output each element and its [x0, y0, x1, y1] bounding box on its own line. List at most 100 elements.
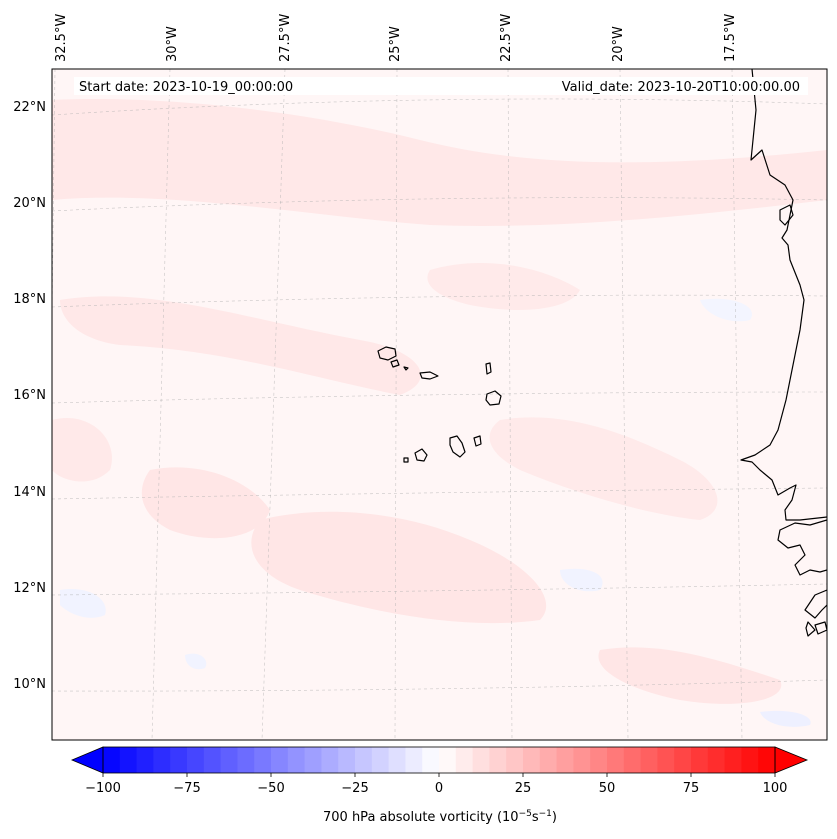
colorbar-segment [338, 747, 356, 773]
colorbar-segment [455, 747, 474, 773]
vorticity-patch [52, 99, 827, 226]
longitude-label: 20°W [611, 26, 626, 62]
island-santiago [449, 435, 466, 458]
island-sal [485, 362, 492, 375]
africa-coastline [779, 204, 794, 226]
colorbar-segment [640, 747, 658, 773]
latitude-label: 20°N [13, 196, 46, 211]
colorbar-segment [287, 747, 306, 773]
start-date-annotation: Start date: 2023-10-19_00:00:00 [79, 80, 293, 95]
latitude-label: 18°N [13, 292, 46, 307]
longitude-label: 32.5°W [54, 14, 69, 62]
vorticity-patch [598, 647, 782, 704]
colorbar-segment [607, 747, 625, 773]
colorbar-segment [623, 747, 642, 773]
colorbar-segment [136, 747, 154, 773]
longitude-label: 17.5°W [723, 14, 738, 62]
colorbar-tick-label: 25 [515, 781, 532, 796]
colorbar-tick-label: −50 [257, 781, 284, 796]
colorbar-segment [187, 747, 205, 773]
vorticity-patch [760, 710, 811, 727]
colorbar-segment [523, 747, 541, 773]
colorbar-segment [724, 747, 742, 773]
island-boa-vista [485, 390, 502, 406]
colorbar-segment [153, 747, 171, 773]
colorbar-segment [304, 747, 322, 773]
africa-coastline [740, 69, 827, 521]
longitude-label: 30°W [165, 26, 180, 62]
africa-coastline [804, 589, 827, 619]
colorbar-segment [539, 747, 558, 773]
vorticity-patch [560, 568, 603, 592]
vorticity-field [52, 99, 827, 727]
colorbar-segment [119, 747, 138, 773]
colorbar-tick-label: −25 [341, 781, 368, 796]
colorbar-segment [103, 747, 121, 773]
vorticity-patch [427, 262, 580, 310]
colorbar-segment [422, 747, 440, 773]
island-maio [473, 435, 482, 447]
colorbar-segment [170, 747, 188, 773]
coastlines [377, 69, 827, 637]
colorbar-segment [691, 747, 709, 773]
africa-coastline [805, 621, 816, 637]
africa-coastline [777, 519, 827, 576]
colorbar-ticks: −100 −75 −50 −25 0 25 50 75 100 [85, 773, 787, 796]
latitude-label: 14°N [13, 485, 46, 500]
vorticity-patch [60, 296, 421, 395]
colorbar-segment [355, 747, 373, 773]
island-santo-antao [377, 346, 397, 361]
vorticity-patch [185, 653, 207, 670]
colorbar-segment [472, 747, 490, 773]
vorticity-patch [489, 417, 718, 520]
colorbar-segment [371, 747, 390, 773]
colorbar-tick-label: 75 [683, 781, 700, 796]
colorbar-segment [741, 747, 759, 773]
colorbar: −100 −75 −50 −25 0 25 50 75 100 700 hPa absolute… [70, 746, 809, 825]
colorbar-segment [237, 747, 255, 773]
latitude-label: 10°N [13, 677, 46, 692]
graticule [52, 69, 827, 740]
colorbar-segment [220, 747, 238, 773]
colorbar-segment [439, 747, 457, 773]
africa-coastline [814, 621, 827, 635]
colorbar-tick-label: 0 [435, 781, 443, 796]
latitude-label: 22°N [13, 100, 46, 115]
colorbar-extend-max [774, 746, 809, 774]
latitude-label: 16°N [13, 388, 46, 403]
colorbar-segment [707, 747, 726, 773]
colorbar-segment [590, 747, 608, 773]
island-sao-nicolau [419, 371, 439, 380]
colorbar-segment [203, 747, 222, 773]
vorticity-patch [141, 467, 270, 539]
vorticity-patch [60, 589, 106, 618]
island-brava [403, 457, 409, 463]
longitude-label: 25°W [388, 26, 403, 62]
colorbar-segment [506, 747, 524, 773]
colorbar-segment [556, 747, 574, 773]
latitude-label: 12°N [13, 581, 46, 596]
vorticity-patch [52, 418, 112, 482]
longitude-label: 27.5°W [278, 14, 293, 62]
colorbar-tick-label: −75 [173, 781, 200, 796]
vorticity-patch [251, 511, 547, 624]
colorbar-segment [489, 747, 507, 773]
colorbar-segment [271, 747, 289, 773]
colorbar-label: 700 hPa absolute vorticity (10−5s−1) [323, 809, 557, 825]
colorbar-segments [103, 747, 776, 773]
colorbar-segment [758, 747, 776, 773]
longitude-labels: 32.5°W 30°W 27.5°W 25°W 22.5°W 20°W 17.5… [54, 14, 738, 62]
colorbar-segment [657, 747, 675, 773]
valid-date-annotation: Valid_date: 2023-10-20T10:00:00.00 [562, 80, 800, 95]
colorbar-tick-label: 100 [763, 781, 788, 796]
island-santa-luzia [403, 366, 409, 371]
annotation-box [74, 77, 808, 95]
colorbar-segment [388, 747, 406, 773]
map-panel: Start date: 2023-10-19_00:00:00 Valid_da… [51, 68, 828, 741]
colorbar-tick-label: 50 [599, 781, 616, 796]
map-frame [51, 68, 828, 741]
vorticity-patch [700, 298, 752, 322]
colorbar-segment [405, 747, 423, 773]
island-fogo [414, 448, 428, 462]
